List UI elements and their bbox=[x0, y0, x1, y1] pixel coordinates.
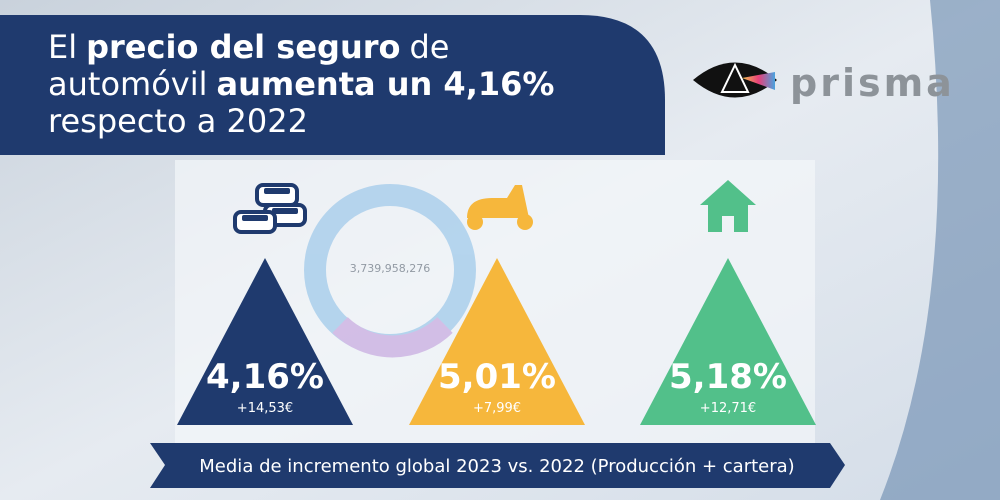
footer-banner bbox=[150, 443, 845, 488]
scooter-body bbox=[467, 185, 529, 218]
item-amount: +14,53€ bbox=[237, 401, 293, 416]
item-value: 4,16% bbox=[206, 357, 324, 397]
triangle bbox=[409, 258, 585, 425]
item-value: 5,01% bbox=[438, 357, 556, 397]
wheel bbox=[467, 214, 483, 230]
title: El precio del seguro de automóvil aumenta un… bbox=[48, 28, 554, 140]
background-shape bbox=[880, 0, 1000, 500]
background-label: 3,739,958,276 bbox=[350, 262, 430, 275]
logo bbox=[693, 62, 777, 98]
car-window bbox=[264, 188, 290, 194]
title-box bbox=[0, 15, 665, 155]
background-donut bbox=[304, 184, 476, 358]
triangle bbox=[640, 258, 816, 425]
car-window bbox=[242, 215, 268, 221]
logo-text: prisma bbox=[790, 61, 955, 105]
title-segment: respecto a 2022 bbox=[48, 102, 308, 140]
item-amount: +12,71€ bbox=[700, 401, 756, 416]
title-segment: automóvil bbox=[48, 65, 207, 103]
title-segment: El bbox=[48, 28, 77, 66]
wheel bbox=[517, 214, 533, 230]
triangle bbox=[177, 258, 353, 425]
title-segment: de bbox=[409, 28, 449, 66]
car-window bbox=[272, 208, 298, 214]
icon-cars bbox=[233, 183, 307, 234]
footer-text: Media de incremento global 2023 vs. 2022… bbox=[199, 456, 794, 477]
icon-house bbox=[700, 180, 756, 232]
item-value: 5,18% bbox=[669, 357, 787, 397]
title-segment: precio del seguro bbox=[86, 28, 400, 66]
icon-scooter bbox=[467, 185, 533, 230]
item-amount: +7,99€ bbox=[473, 401, 521, 416]
title-segment: aumenta un 4,16% bbox=[216, 65, 554, 103]
